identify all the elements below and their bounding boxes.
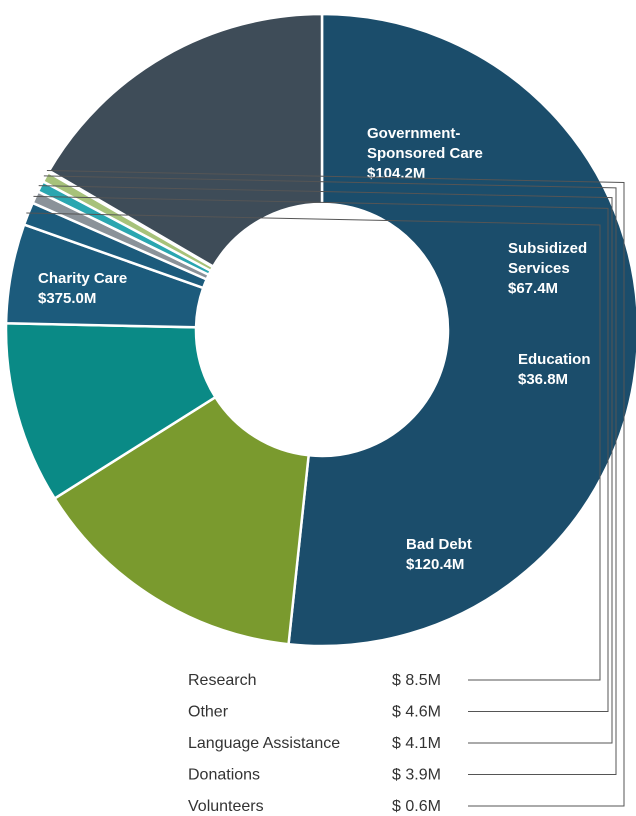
legend-name-volunteers: Volunteers: [188, 798, 264, 815]
legend-value-donations: $ 3.9M: [392, 767, 441, 784]
legend-value-volunteers: $ 0.6M: [392, 798, 441, 815]
slice-label-charity-care: Charity Care $375.0M: [38, 270, 127, 307]
leader-line-volunteers: [46, 169, 625, 807]
legend-name-research: Research: [188, 672, 256, 689]
legend-name-donations: Donations: [188, 767, 260, 784]
legend-value-language-assistance: $ 4.1M: [392, 735, 441, 752]
slice-bad-debt: [47, 12, 324, 269]
slice-subsidized-services: [4, 321, 218, 501]
leader-line-language-assistance: [38, 185, 613, 744]
leader-line-other: [33, 195, 609, 712]
legend-name-other: Other: [188, 704, 229, 721]
slice-label-subsidized-services: Subsidized Services $67.4M: [508, 240, 587, 297]
leader-line-donations: [43, 175, 617, 775]
slices-group: [4, 12, 636, 648]
leader-line-research: [26, 212, 601, 681]
slice-charity-care: [287, 12, 636, 648]
legend-value-other: $ 4.6M: [392, 704, 441, 721]
small-slices-legend: Research $ 8.5M Other $ 4.6M Language Assist…: [26, 169, 625, 815]
slice-label-bad-debt: Bad Debt $120.4M: [406, 536, 472, 573]
slice-label-education: Education $36.8M: [518, 351, 591, 388]
legend-value-research: $ 8.5M: [392, 672, 441, 689]
legend-name-language-assistance: Language Assistance: [188, 735, 340, 752]
